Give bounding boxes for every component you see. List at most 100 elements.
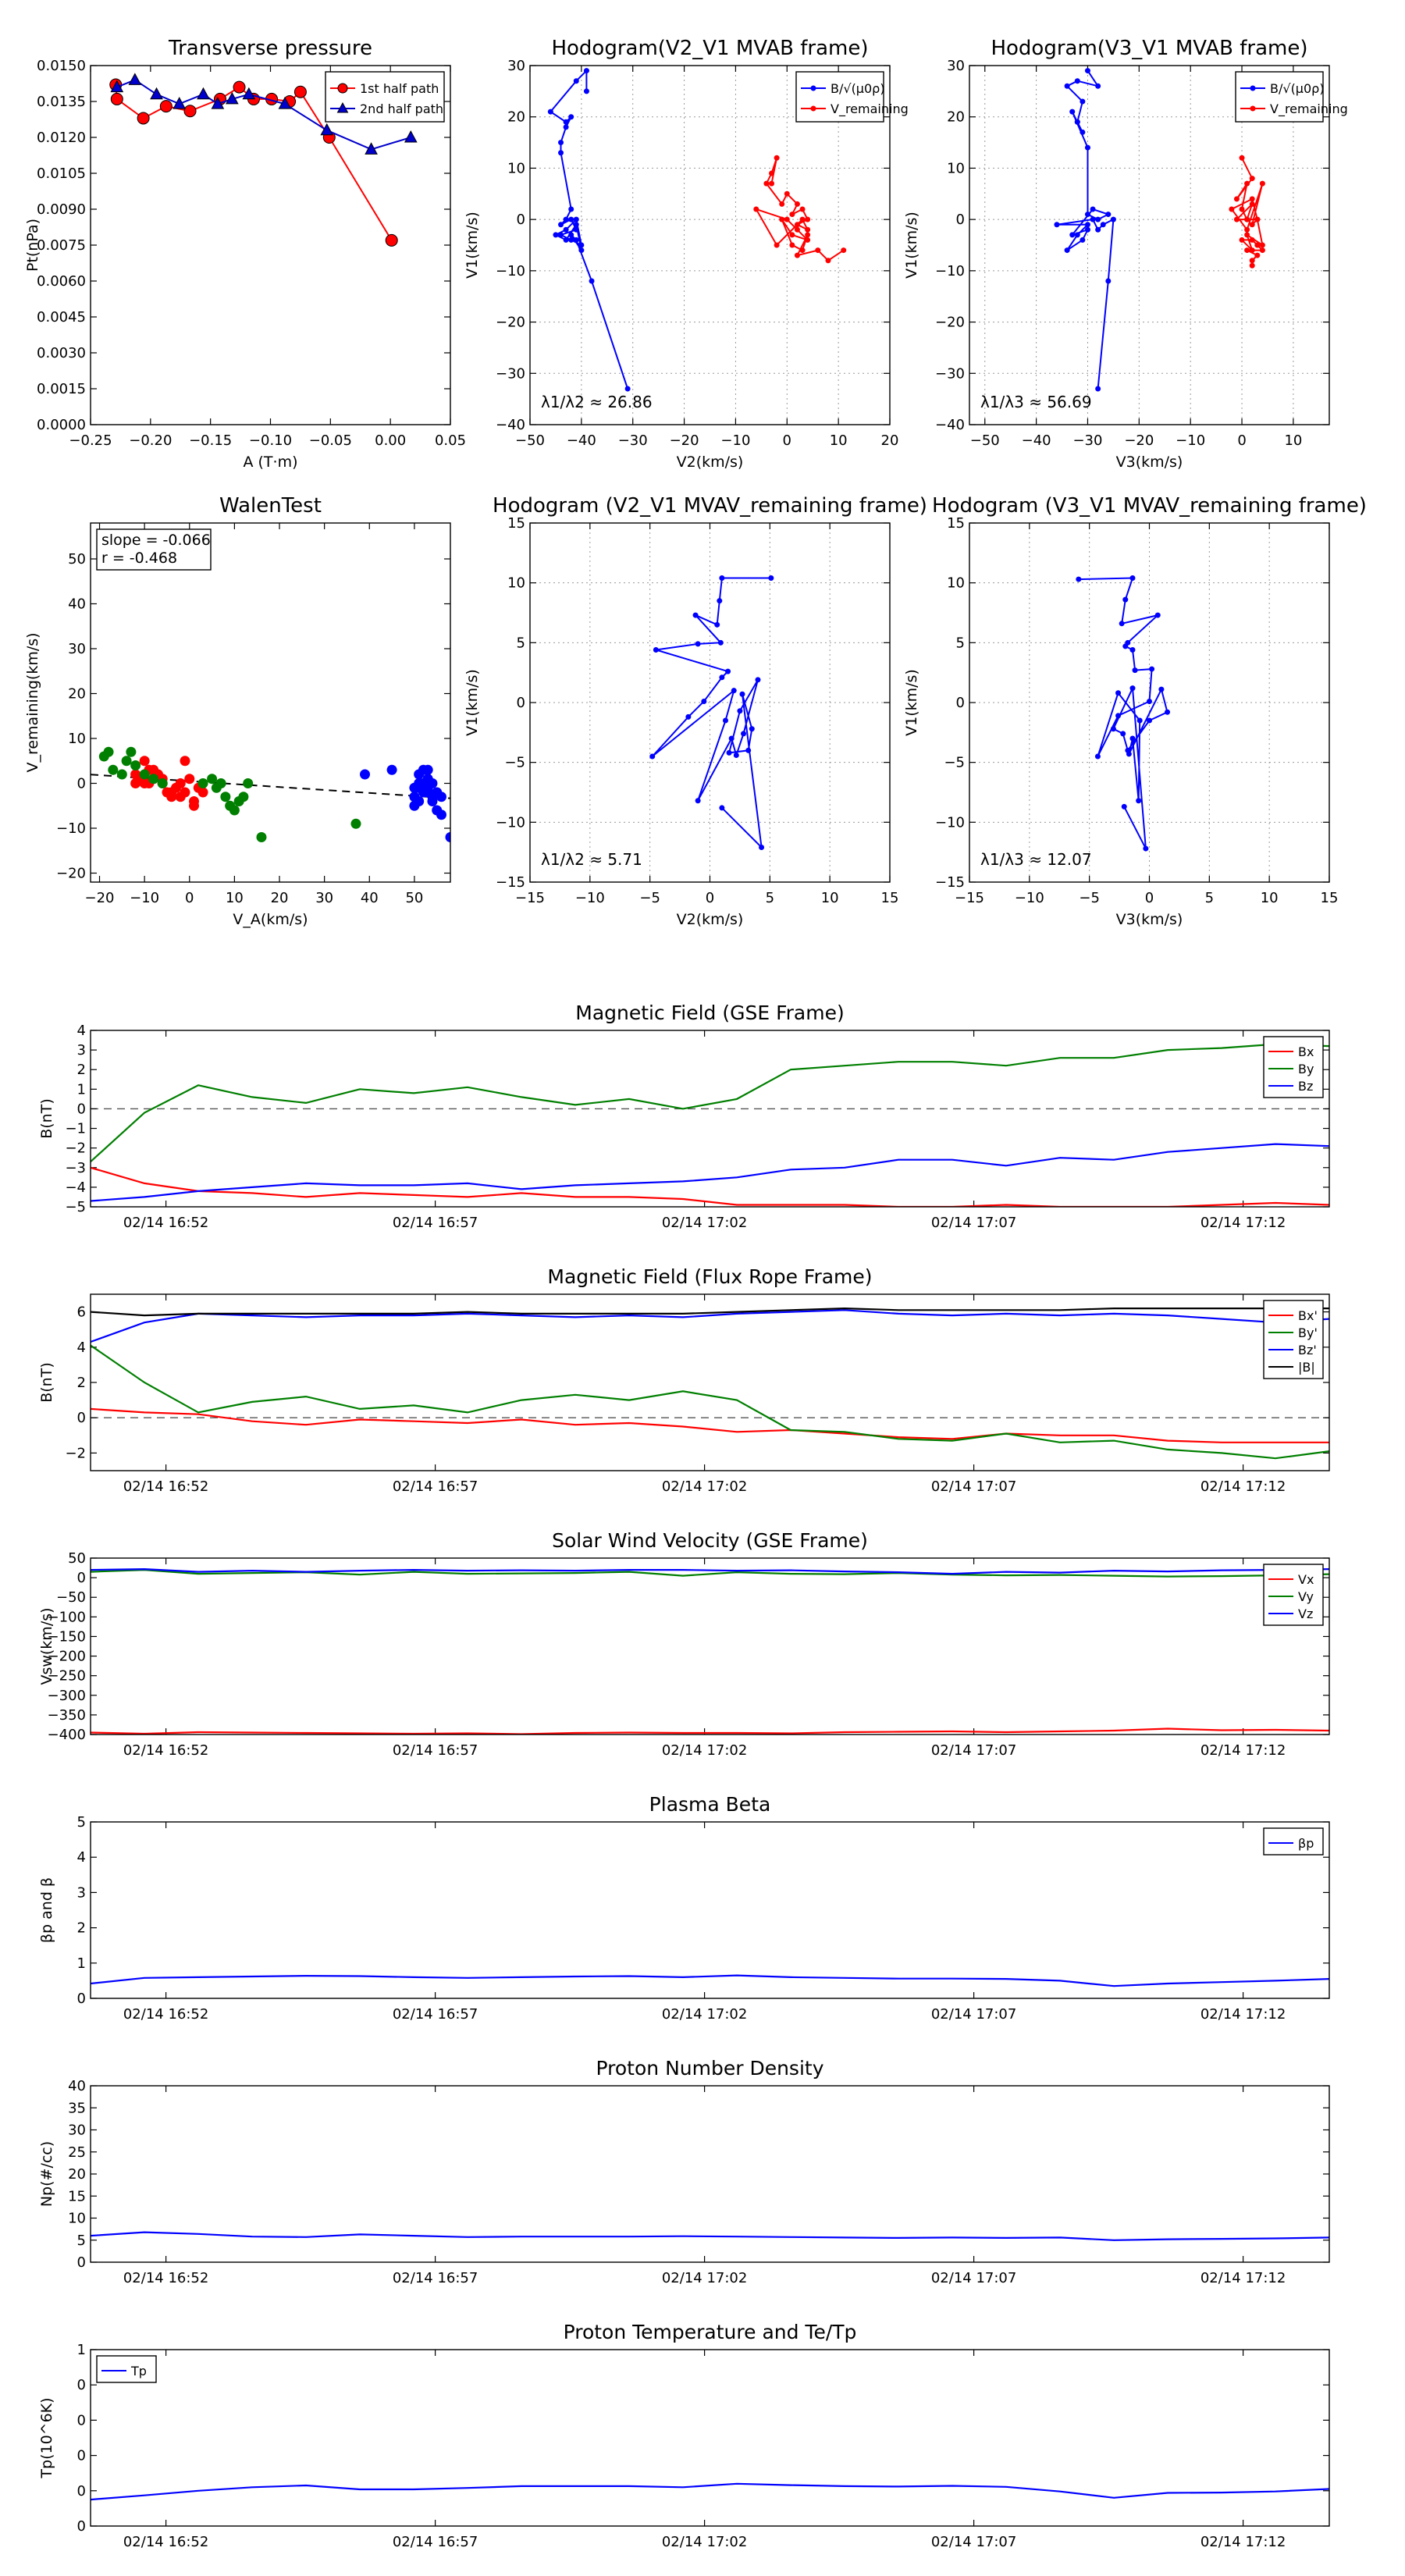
data-point bbox=[1094, 753, 1101, 760]
legend: Tp bbox=[96, 2355, 157, 2383]
series-line bbox=[651, 577, 771, 850]
data-point bbox=[215, 778, 226, 788]
data-point bbox=[1254, 242, 1261, 248]
plot-area bbox=[109, 73, 418, 247]
x-tick-label: 02/14 17:12 bbox=[1200, 1215, 1286, 1231]
y-axis-label: V_remaining(km/s) bbox=[24, 632, 41, 772]
stats-box bbox=[96, 528, 212, 571]
data-point bbox=[726, 749, 732, 756]
chart-title: Transverse pressure bbox=[168, 37, 372, 60]
series-line bbox=[91, 1727, 1329, 1735]
data-point bbox=[779, 201, 785, 207]
data-point bbox=[422, 787, 433, 798]
data-point bbox=[1249, 201, 1255, 207]
plot-frame bbox=[90, 1557, 1330, 1735]
y-tick-label: 10 bbox=[947, 575, 965, 592]
x-axis-label: V3(km/s) bbox=[1116, 911, 1183, 928]
y-tick-label: 1 bbox=[77, 1955, 86, 1972]
data-point bbox=[1249, 222, 1255, 228]
data-point bbox=[360, 769, 371, 780]
data-point bbox=[1136, 717, 1143, 724]
proton-temperature-panel: Proton Temperature and Te/Tp 02/14 16:52 0… bbox=[38, 2321, 1330, 2550]
data-point bbox=[1080, 129, 1086, 135]
data-point bbox=[805, 232, 811, 238]
data-point bbox=[649, 753, 656, 760]
data-point bbox=[365, 142, 378, 155]
data-point bbox=[233, 80, 246, 94]
y-axis-label: V1(km/s) bbox=[903, 669, 920, 736]
data-point bbox=[130, 760, 141, 770]
series-line bbox=[91, 1407, 1329, 1443]
y-tick-label: 10 bbox=[947, 160, 965, 176]
y-axis-label: βp and β bbox=[38, 1877, 55, 1943]
data-point bbox=[445, 832, 450, 842]
data-point bbox=[737, 708, 743, 714]
series-line bbox=[91, 1344, 1329, 1460]
data-point bbox=[714, 621, 720, 628]
data-point bbox=[573, 78, 579, 84]
data-point bbox=[719, 674, 725, 681]
data-point bbox=[1105, 212, 1112, 218]
data-point bbox=[1239, 237, 1245, 243]
y-tick-label: 0.0150 bbox=[37, 58, 86, 74]
x-tick-label: −5 bbox=[639, 890, 660, 906]
data-point bbox=[242, 87, 256, 100]
data-point bbox=[1249, 196, 1255, 202]
data-point bbox=[130, 778, 141, 788]
y-tick-label: 0.0060 bbox=[37, 273, 86, 290]
legend-label: V_remaining bbox=[1270, 101, 1348, 117]
data-point bbox=[1259, 242, 1265, 248]
x-tick-label: −15 bbox=[515, 890, 545, 906]
y-tick-label: 50 bbox=[68, 1550, 86, 1567]
legend-label: B/√(μ0ρ) bbox=[831, 81, 885, 96]
legend-box bbox=[96, 2355, 157, 2383]
x-axis-label: V2(km/s) bbox=[677, 454, 744, 471]
data-point bbox=[278, 97, 292, 109]
data-point bbox=[108, 764, 119, 775]
y-tick-label: 30 bbox=[68, 641, 86, 657]
x-tick-label: −0.25 bbox=[69, 432, 112, 449]
data-point bbox=[1084, 68, 1090, 74]
x-tick-label: 02/14 16:57 bbox=[393, 2534, 478, 2550]
data-point bbox=[695, 641, 701, 647]
y-tick-label: 40 bbox=[68, 2078, 86, 2094]
x-tick-label: 50 bbox=[405, 890, 423, 906]
series-line bbox=[116, 79, 411, 151]
data-point bbox=[139, 756, 150, 767]
x-tick-label: 20 bbox=[881, 432, 899, 449]
x-tick-label: −0.15 bbox=[189, 432, 232, 449]
legend-box bbox=[325, 71, 445, 123]
x-tick-label: 02/14 17:07 bbox=[931, 1215, 1016, 1231]
y-tick-label: −100 bbox=[48, 1609, 86, 1625]
x-tick-label: 02/14 17:02 bbox=[662, 2270, 747, 2286]
data-point bbox=[1100, 222, 1106, 228]
data-point bbox=[695, 798, 701, 804]
data-point bbox=[184, 774, 195, 785]
data-point bbox=[1122, 596, 1129, 603]
y-axis-label: B(nT) bbox=[38, 1362, 55, 1403]
data-point bbox=[385, 233, 398, 247]
plot-frame bbox=[90, 1821, 1330, 1999]
data-point bbox=[568, 206, 574, 212]
data-point bbox=[1074, 232, 1080, 238]
y-tick-label: 20 bbox=[68, 686, 86, 703]
x-tick-label: −20 bbox=[85, 890, 115, 906]
y-tick-label: −40 bbox=[935, 417, 965, 433]
y-tick-label: −10 bbox=[935, 263, 965, 279]
data-point bbox=[183, 105, 197, 118]
y-tick-label: 4 bbox=[77, 1340, 86, 1356]
data-point bbox=[293, 85, 307, 98]
y-tick-label: 30 bbox=[68, 2122, 86, 2139]
data-point bbox=[799, 247, 806, 254]
data-point bbox=[1239, 206, 1245, 212]
chart-title: Hodogram (V3_V1 MVAV_remaining frame) bbox=[932, 494, 1367, 518]
data-point bbox=[1090, 216, 1096, 222]
legend-marker bbox=[337, 83, 348, 94]
data-point bbox=[589, 278, 595, 284]
plot-area bbox=[1054, 68, 1265, 392]
x-tick-label: −15 bbox=[955, 890, 984, 906]
data-point bbox=[1119, 621, 1125, 627]
stats-text: r = -0.468 bbox=[101, 550, 177, 567]
y-tick-label: 0 bbox=[77, 2377, 86, 2393]
ratio-annotation: λ1/λ2 ≈ 5.71 bbox=[541, 850, 642, 869]
